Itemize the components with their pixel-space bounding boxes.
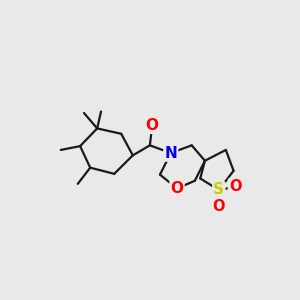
Text: O: O bbox=[146, 118, 159, 133]
Text: O: O bbox=[229, 179, 242, 194]
Text: O: O bbox=[170, 181, 184, 196]
Text: O: O bbox=[213, 200, 225, 214]
Text: S: S bbox=[213, 182, 224, 197]
Text: N: N bbox=[164, 146, 177, 160]
